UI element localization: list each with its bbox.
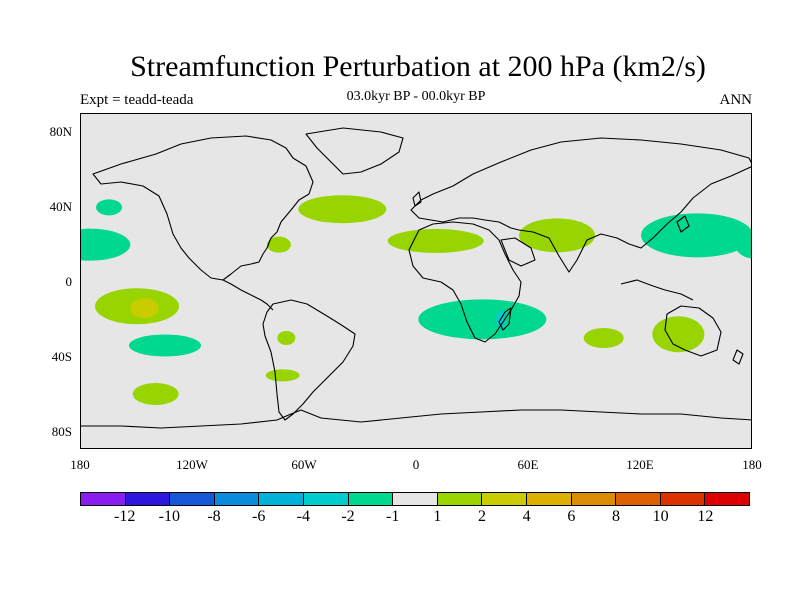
colorbar-label: 6 — [567, 508, 576, 525]
coast-greenland — [305, 127, 404, 175]
lon-label-0: 0 — [412, 457, 420, 472]
colorbar-label: -4 — [296, 508, 310, 525]
colorbar-label: 4 — [522, 508, 531, 525]
map-canvas — [81, 127, 751, 429]
colorbar-swatch — [616, 493, 661, 505]
anomaly-india — [519, 218, 595, 253]
colorbar-swatch — [437, 493, 483, 505]
colorbar-swatch — [81, 493, 126, 505]
coast-australia — [664, 305, 722, 357]
colorbar-label: -8 — [207, 508, 221, 525]
colorbar-label: 10 — [652, 508, 669, 525]
colorbar-label: 12 — [697, 508, 714, 525]
colorbar-swatch — [705, 493, 749, 505]
anomaly-southern-africa-indian-ocean — [418, 299, 547, 340]
coast-eurasia — [410, 137, 751, 273]
colorbar-label: -12 — [113, 508, 136, 525]
colorbar-swatch — [393, 493, 438, 505]
colorbar — [80, 492, 750, 506]
coast-arabia — [500, 237, 536, 267]
anomaly-south-pacific-2 — [129, 334, 201, 357]
coast-north-america — [92, 135, 314, 281]
anomaly-subtropical-north-pacific — [96, 199, 122, 216]
plot-subtitle: 03.0kyr BP - 00.0kyr BP — [346, 89, 486, 104]
coast-central-america — [222, 279, 274, 311]
colorbar-swatch — [259, 493, 304, 505]
coast-new-zealand — [732, 349, 744, 365]
colorbar-label: 1 — [433, 508, 442, 525]
colorbar-swatch — [303, 493, 349, 505]
anomaly-fields — [81, 195, 751, 405]
anomaly-south-indian-ocean — [583, 328, 624, 348]
lon-label-60w: 60W — [291, 457, 317, 472]
anomaly-southern-ocean — [132, 383, 179, 405]
anomaly-nw-pacific — [641, 213, 751, 258]
anomaly-east-pacific — [81, 228, 131, 261]
lon-label-180w: 180 — [70, 457, 90, 472]
coast-japan — [676, 215, 690, 233]
colorbar-swatch — [125, 493, 171, 505]
plot-title: Streamfunction Perturbation at 200 hPa (… — [130, 50, 706, 83]
anomaly-north-africa — [387, 228, 484, 253]
anomaly-caribbean — [266, 236, 291, 253]
colorbar-swatch — [348, 493, 394, 505]
lat-label-80s: 80S — [51, 424, 72, 439]
lon-label-120e: 120E — [626, 457, 654, 472]
lon-label-120w: 120W — [176, 457, 208, 472]
colorbar-label: 8 — [612, 508, 620, 525]
lat-label-80n: 80N — [49, 124, 72, 139]
lat-label-40s: 40S — [51, 349, 72, 364]
anomaly-south-pacific-core — [130, 298, 159, 319]
lon-label-60e: 60E — [517, 457, 539, 472]
colorbar-label: 2 — [478, 508, 486, 525]
colorbar-swatch — [526, 493, 572, 505]
lat-label-40n: 40N — [49, 199, 72, 214]
colorbar-swatch — [571, 493, 617, 505]
coast-se-asia — [620, 279, 694, 301]
season-label: ANN — [719, 92, 753, 108]
colorbar-label: -10 — [158, 508, 180, 525]
anomaly-south-america — [277, 331, 296, 345]
coast-antarctica — [81, 409, 751, 429]
coast-madagascar — [498, 307, 512, 331]
coast-africa — [408, 221, 522, 343]
colorbar-swatch — [482, 493, 527, 505]
colorbar-swatch — [660, 493, 706, 505]
colorbar-label: -2 — [341, 508, 355, 525]
colorbar-swatch — [214, 493, 260, 505]
colorbar-swatch — [170, 493, 215, 505]
colorbar-label: -6 — [251, 508, 266, 525]
anomaly-patagonia — [265, 369, 300, 382]
anomaly-east-pacific-wrap — [735, 230, 751, 259]
experiment-label: Expt = teadd-teada — [80, 92, 194, 108]
coast-south-america — [262, 299, 356, 421]
lat-label-eq: 0 — [65, 274, 73, 289]
anomaly-north-atlantic — [298, 195, 387, 224]
colorbar-label: -1 — [385, 508, 400, 525]
map-panel — [80, 113, 752, 449]
coast-uk — [412, 191, 422, 207]
lon-label-180e: 180 — [742, 457, 762, 472]
coastlines — [81, 127, 751, 429]
